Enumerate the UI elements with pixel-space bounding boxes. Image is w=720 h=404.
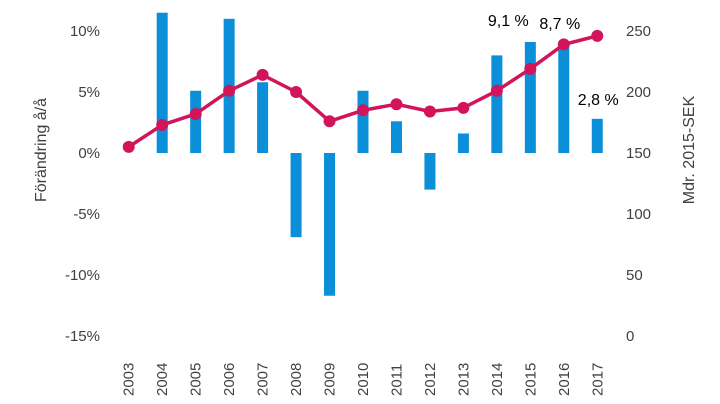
- x-tick-label: 2017: [589, 363, 606, 396]
- line-point-2008[interactable]: [290, 86, 303, 98]
- left-tick-label: 0%: [78, 145, 100, 162]
- x-tick-label: 2007: [255, 363, 272, 396]
- data-label-2017: 2,8 %: [578, 92, 619, 109]
- right-tick-label: 100: [626, 206, 651, 223]
- line-point-2009[interactable]: [323, 115, 336, 128]
- x-tick-label: 2016: [556, 363, 573, 396]
- bar-2012[interactable]: [424, 153, 436, 190]
- x-tick-label: 2009: [322, 363, 339, 396]
- line-point-2011[interactable]: [390, 98, 403, 111]
- bar-2014[interactable]: [491, 55, 503, 153]
- line-point-2005[interactable]: [189, 107, 202, 120]
- line-point-2010[interactable]: [357, 104, 369, 117]
- right-tick-label: 200: [626, 84, 651, 101]
- bar-2010[interactable]: [357, 90, 369, 153]
- right-tick-label: 50: [626, 267, 643, 284]
- bar-2007[interactable]: [257, 82, 269, 153]
- line-point-2006[interactable]: [223, 84, 236, 97]
- x-tick-label: 2015: [522, 363, 539, 396]
- x-tick-label: 2005: [188, 363, 205, 396]
- right-tick-label: 150: [626, 145, 651, 162]
- data-label-2015: 9,1 %: [488, 13, 529, 30]
- x-tick-label: 2014: [489, 363, 506, 396]
- line-point-2013[interactable]: [457, 101, 470, 114]
- x-tick-label: 2003: [121, 363, 138, 396]
- x-tick-label: 2013: [455, 363, 472, 396]
- right-tick-label: 0: [626, 328, 634, 345]
- bar-2017[interactable]: [591, 118, 603, 153]
- left-tick-label: -5%: [73, 206, 100, 223]
- bar-2008[interactable]: [290, 153, 302, 238]
- x-tick-label: 2012: [422, 363, 439, 396]
- x-tick-label: 2008: [288, 363, 305, 396]
- bar-2009[interactable]: [324, 153, 336, 296]
- line-point-2004[interactable]: [156, 118, 169, 131]
- left-tick-label: -10%: [65, 267, 100, 284]
- bar-2015[interactable]: [524, 41, 536, 154]
- data-label-2016: 8,7 %: [539, 16, 580, 33]
- left-axis-title: Förändring å/å: [32, 98, 50, 202]
- bar-2005[interactable]: [190, 90, 202, 153]
- line-point-2017[interactable]: [591, 29, 604, 42]
- bar-2013[interactable]: [457, 133, 469, 153]
- x-tick-label: 2010: [355, 363, 372, 396]
- left-tick-label: -15%: [65, 328, 100, 345]
- line-point-2007[interactable]: [256, 68, 269, 81]
- line-point-2012[interactable]: [423, 105, 436, 118]
- x-tick-label: 2011: [388, 364, 405, 396]
- right-tick-label: 250: [626, 23, 651, 40]
- bar-2004[interactable]: [156, 12, 168, 154]
- line-point-2015[interactable]: [524, 62, 537, 75]
- line-point-2003[interactable]: [122, 140, 135, 153]
- line-point-2014[interactable]: [490, 84, 503, 97]
- bar-2016[interactable]: [558, 46, 570, 153]
- left-tick-label: 5%: [78, 84, 100, 101]
- bar-2011[interactable]: [390, 121, 402, 153]
- x-tick-label: 2006: [221, 363, 238, 396]
- left-tick-label: 10%: [70, 23, 100, 40]
- x-tick-label: 2004: [154, 363, 171, 396]
- right-axis-title: Mdr. 2015-SEK: [681, 95, 698, 204]
- line-point-2016[interactable]: [557, 38, 570, 51]
